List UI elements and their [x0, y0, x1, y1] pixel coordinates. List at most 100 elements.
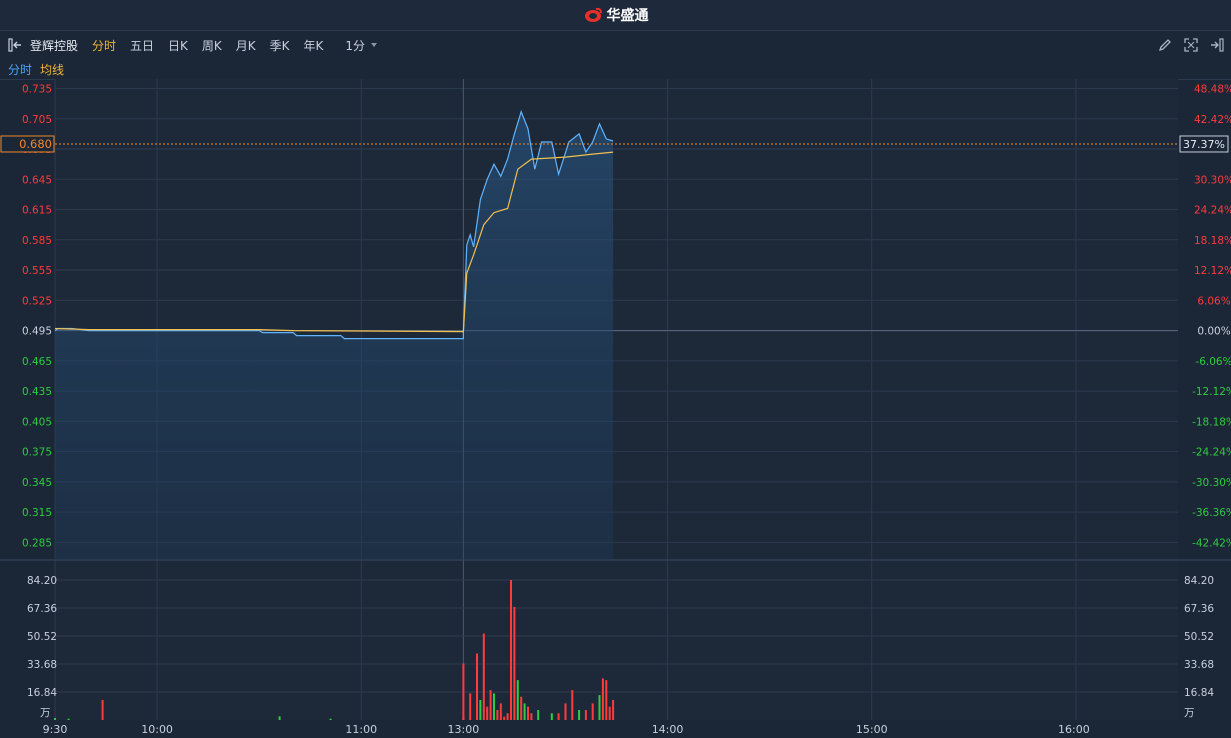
- pct-tick-label: -12.12%: [1192, 386, 1231, 398]
- legend-average: 均线: [40, 62, 65, 77]
- brand-name: 华盛通: [606, 8, 649, 24]
- time-tick-label: 10:00: [141, 723, 173, 736]
- volume-bar: [584, 710, 587, 720]
- time-tick-label: 13:00: [448, 723, 480, 736]
- app-header: 华盛通: [0, 0, 1231, 31]
- volume-bar: [591, 703, 594, 720]
- time-tick-label: 9:30: [43, 723, 68, 736]
- volume-bar: [527, 706, 529, 720]
- price-tick-label: 0.495: [22, 326, 52, 338]
- average-line: [54, 151, 614, 333]
- time-tick-label: 15:00: [856, 723, 888, 736]
- price-tick-label: 0.435: [22, 386, 52, 398]
- volume-bar: [476, 653, 478, 720]
- tab-daily-k[interactable]: 日K: [168, 38, 188, 53]
- volume-bar: [67, 718, 70, 720]
- intraday-chart[interactable]: 0.7350.7050.6750.6450.6150.5850.5550.525…: [0, 79, 1231, 738]
- volume-tick-label-right: 16.84: [1184, 687, 1214, 699]
- volume-tick-label-right: 50.52: [1184, 631, 1214, 643]
- time-tick-label: 16:00: [1058, 723, 1090, 736]
- time-tick-label: 11:00: [345, 723, 377, 736]
- volume-bar: [598, 695, 601, 720]
- volume-bar: [54, 718, 56, 720]
- volume-bar: [564, 703, 567, 720]
- pct-tick-label: -24.24%: [1192, 447, 1231, 459]
- volume-bar: [496, 710, 499, 720]
- price-tick-label: 0.345: [22, 477, 52, 489]
- expand-panel-icon[interactable]: [1209, 37, 1225, 53]
- volume-bar: [571, 690, 574, 720]
- tab-weekly-k[interactable]: 周K: [201, 38, 222, 53]
- volume-bar: [520, 696, 523, 720]
- pct-tick-label: 30.30%: [1194, 174, 1231, 186]
- volume-bar: [489, 690, 492, 720]
- tab-intraday[interactable]: 分时: [92, 38, 117, 53]
- pct-tick-label: 12.12%: [1194, 265, 1231, 277]
- chevron-down-icon[interactable]: [369, 40, 379, 50]
- price-tick-label: 0.285: [22, 537, 52, 549]
- legend-intraday: 分时: [8, 62, 33, 77]
- pct-tick-label: -30.30%: [1192, 477, 1231, 489]
- volume-bar: [510, 580, 512, 720]
- volume-bar: [101, 700, 104, 720]
- volume-bar: [469, 693, 472, 720]
- chart-toolbar: 登辉控股 分时 五日 日K 周K 月K 季K 年K 1分: [0, 31, 1231, 59]
- volume-bar: [557, 713, 560, 720]
- pct-tick-label: 48.48%: [1194, 84, 1231, 96]
- price-tick-label: 0.585: [22, 235, 52, 247]
- volume-tick-label: 16.84: [27, 687, 57, 699]
- volume-bar: [493, 693, 495, 720]
- volume-bar: [605, 680, 608, 720]
- price-tick-label: 0.555: [22, 265, 52, 277]
- price-tick-label: 0.645: [22, 174, 52, 186]
- price-tick-label: 0.315: [22, 507, 52, 519]
- volume-tick-label-right: 84.20: [1184, 575, 1214, 587]
- pct-tick-label: 0.00%: [1197, 326, 1230, 338]
- volume-bar: [506, 713, 509, 720]
- brand-logo-icon: [584, 7, 602, 22]
- volume-bar: [516, 680, 519, 720]
- volume-bar: [278, 716, 281, 720]
- volume-unit-label-right: 万: [1184, 707, 1195, 719]
- volume-bar: [608, 706, 611, 720]
- volume-bar: [479, 700, 482, 720]
- tab-yearly-k[interactable]: 年K: [303, 38, 324, 53]
- volume-tick-label: 33.68: [27, 659, 57, 671]
- volume-tick-label: 67.36: [27, 603, 57, 615]
- volume-bar: [601, 678, 604, 720]
- volume-bar: [503, 716, 506, 720]
- tab-monthly-k[interactable]: 月K: [235, 38, 256, 53]
- volume-bar: [537, 710, 540, 720]
- volume-tick-label: 50.52: [27, 631, 57, 643]
- collapse-panel-icon[interactable]: [8, 38, 24, 52]
- chart-legend: 分时 均线: [0, 59, 1231, 80]
- volume-bar: [513, 606, 516, 720]
- volume-bar: [499, 703, 502, 720]
- current-price-box: [0, 135, 55, 153]
- pct-tick-label: 18.18%: [1194, 235, 1231, 247]
- volume-unit-label: 万: [40, 707, 51, 719]
- volume-tick-label-right: 33.68: [1184, 659, 1214, 671]
- price-tick-label: 0.705: [22, 114, 52, 126]
- price-tick-label: 0.405: [22, 416, 52, 428]
- pct-tick-label: -36.36%: [1192, 507, 1231, 519]
- current-pct-label: 37.37%: [1183, 138, 1225, 151]
- volume-bar: [550, 713, 553, 720]
- volume-bar: [486, 706, 489, 720]
- stock-name: 登辉控股: [30, 38, 79, 53]
- pct-tick-label: -18.18%: [1192, 416, 1231, 428]
- pct-tick-label: 24.24%: [1194, 205, 1231, 217]
- pencil-icon[interactable]: [1157, 37, 1173, 53]
- volume-bar: [462, 663, 465, 720]
- price-line: [54, 109, 614, 340]
- pct-tick-label: 42.42%: [1194, 114, 1231, 126]
- fullscreen-icon[interactable]: [1183, 37, 1199, 53]
- volume-bar: [612, 700, 615, 720]
- current-price-label: 0.680: [19, 137, 52, 151]
- tab-quarterly-k[interactable]: 季K: [269, 38, 290, 53]
- tab-five-day[interactable]: 五日: [130, 38, 155, 53]
- price-tick-label: 0.375: [22, 447, 52, 459]
- interval-select[interactable]: 1分: [345, 38, 366, 53]
- current-pct-box: [1179, 135, 1229, 153]
- time-tick-label: 14:00: [652, 723, 684, 736]
